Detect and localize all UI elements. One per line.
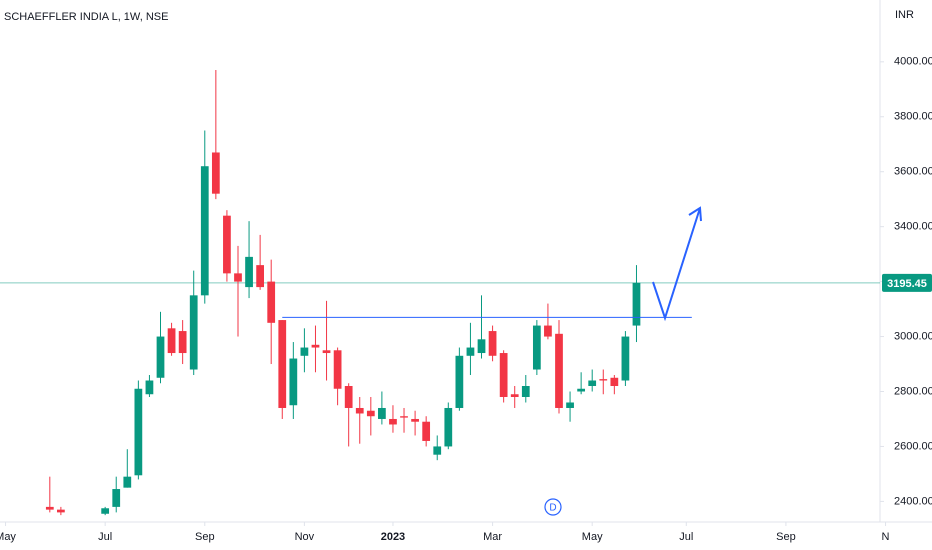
candle-body	[234, 273, 242, 282]
candle-body	[211, 152, 220, 194]
candle-body	[322, 350, 331, 354]
candle-body	[477, 339, 486, 354]
x-tick-label: Sep	[195, 531, 215, 543]
event-marker-label[interactable]: D	[549, 503, 556, 514]
candle-body	[189, 295, 198, 370]
candle-body	[355, 407, 364, 414]
candle-body	[134, 388, 143, 476]
candle-body	[344, 386, 353, 408]
candle-body	[621, 336, 630, 381]
y-tick-label: 3600.00	[894, 166, 932, 178]
currency-label: INR	[895, 9, 914, 21]
chart-title: SCHAEFFLER INDIA L, 1W, NSE	[4, 11, 168, 23]
event-marker[interactable]	[544, 498, 562, 516]
x-tick-label: N	[882, 531, 890, 543]
candle-body	[555, 333, 563, 408]
candle-body	[632, 282, 641, 326]
candle-body	[544, 325, 552, 337]
x-tick-label: Jul	[679, 531, 693, 543]
candle-body	[200, 166, 209, 296]
candle-body	[223, 215, 231, 274]
x-tick-label: Mar	[483, 531, 502, 543]
candle-body	[532, 325, 541, 370]
x-tick-label: 2023	[381, 531, 405, 543]
plot-area	[0, 70, 880, 516]
candle-body	[422, 421, 431, 441]
candle-body	[123, 476, 132, 488]
candle-body	[599, 379, 608, 381]
candle-body	[289, 358, 298, 406]
last-price-box	[882, 273, 932, 292]
y-tick-label: 3400.00	[894, 221, 932, 233]
candle-body	[378, 407, 386, 419]
candle-body	[333, 350, 342, 389]
candle-body	[178, 331, 187, 354]
y-tick-label: 2800.00	[894, 385, 932, 397]
candle-body	[278, 320, 287, 408]
candle-body	[521, 386, 530, 397]
candle-body	[156, 336, 165, 378]
candle-body	[466, 347, 475, 356]
y-tick-label: 3800.00	[894, 111, 932, 123]
candle-body	[444, 407, 453, 447]
y-tick-label: 2400.00	[894, 495, 932, 507]
candle-body	[411, 418, 419, 422]
candle-body	[366, 410, 375, 417]
x-tick-label: May	[0, 531, 16, 543]
candle-body	[577, 388, 586, 392]
last-price-label: 3195.45	[887, 278, 927, 290]
candle-body	[588, 380, 597, 387]
candle-body	[256, 265, 264, 288]
arrow-head	[688, 206, 702, 222]
candle-body	[112, 489, 121, 507]
candle-body	[145, 380, 154, 395]
candle-body	[433, 446, 442, 455]
candle-body	[610, 377, 619, 387]
candle-body	[566, 402, 574, 408]
candle-body	[57, 509, 65, 513]
candle-body	[510, 394, 519, 397]
candle-body	[455, 355, 464, 408]
candle-body	[45, 506, 54, 510]
x-tick-label: Jul	[98, 531, 112, 543]
candle-body	[311, 344, 320, 348]
x-tick-label: May	[582, 531, 603, 543]
candle-body	[167, 328, 176, 354]
candle-body	[245, 256, 253, 288]
candle-body	[499, 353, 508, 397]
candle-body	[101, 508, 110, 514]
candle-body	[300, 347, 309, 356]
drawn-arrow	[652, 207, 701, 322]
x-tick-label: Sep	[776, 531, 796, 543]
candle-body	[389, 418, 397, 425]
candle-body	[488, 331, 497, 356]
candle-body	[267, 281, 276, 323]
candle-body	[400, 416, 408, 418]
x-tick-label: Nov	[295, 531, 315, 543]
y-tick-label: 3000.00	[894, 330, 932, 342]
y-tick-label: 2600.00	[894, 440, 932, 452]
y-tick-label: 4000.00	[894, 56, 932, 68]
